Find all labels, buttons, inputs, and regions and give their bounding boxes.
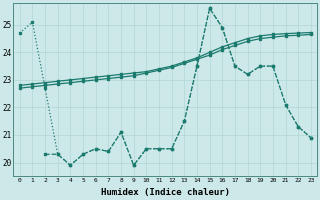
X-axis label: Humidex (Indice chaleur): Humidex (Indice chaleur) xyxy=(101,188,230,197)
